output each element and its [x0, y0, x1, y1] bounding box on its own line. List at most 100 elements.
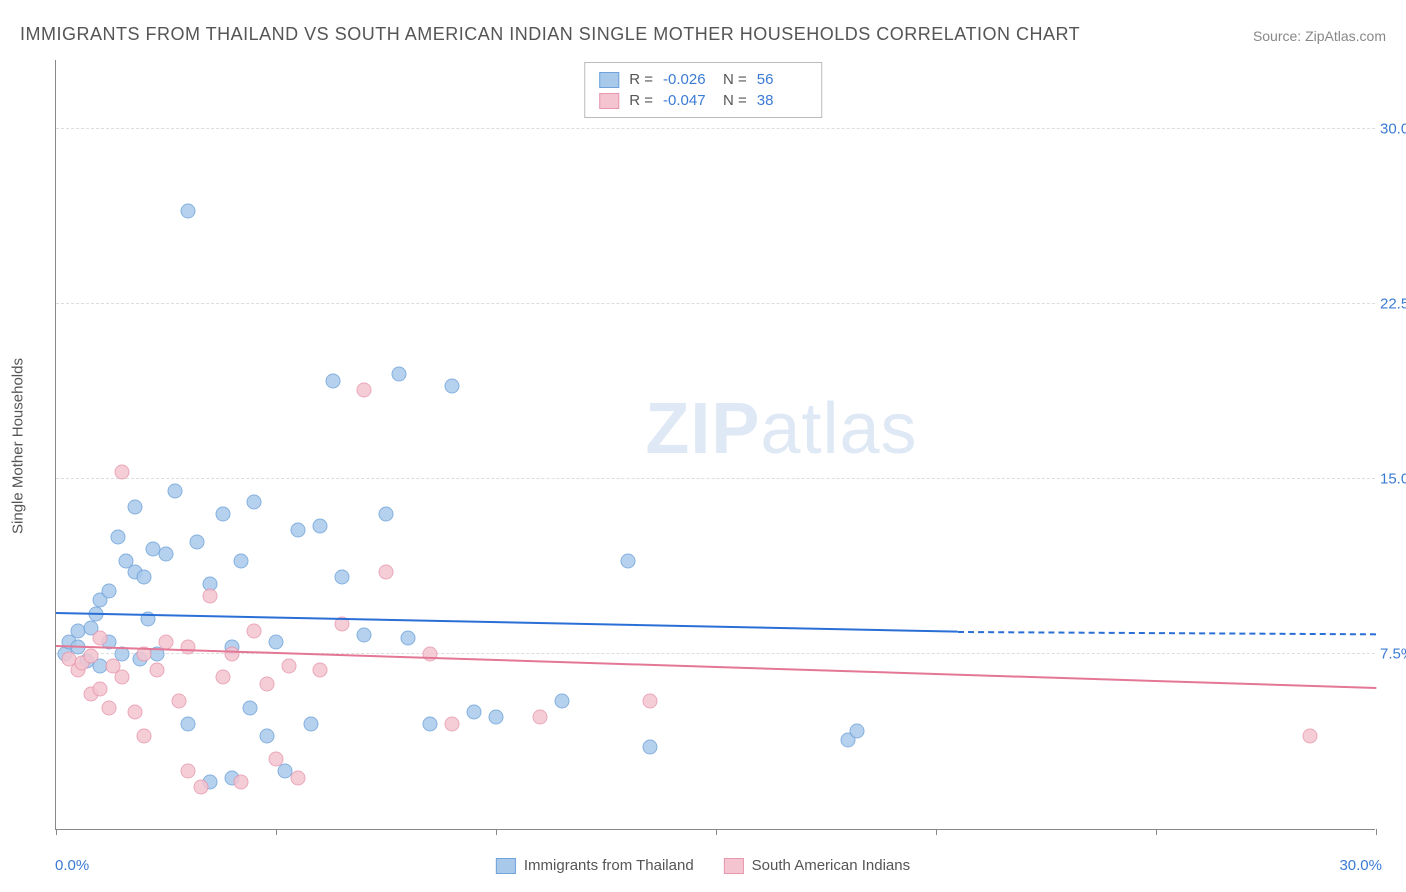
- stats-legend-box: R = -0.026 N = 56 R = -0.047 N = 38: [584, 62, 822, 118]
- scatter-point: [225, 647, 240, 662]
- legend-swatch: [724, 858, 744, 874]
- x-tick: [496, 829, 497, 835]
- scatter-point: [181, 717, 196, 732]
- scatter-point: [357, 383, 372, 398]
- scatter-point: [357, 628, 372, 643]
- scatter-point: [128, 500, 143, 515]
- scatter-point: [216, 670, 231, 685]
- scatter-point: [1303, 728, 1318, 743]
- scatter-point: [128, 705, 143, 720]
- chart-title: IMMIGRANTS FROM THAILAND VS SOUTH AMERIC…: [20, 24, 1080, 45]
- scatter-point: [643, 740, 658, 755]
- scatter-point: [445, 717, 460, 732]
- legend-swatch: [599, 72, 619, 88]
- scatter-point: [242, 700, 257, 715]
- gridline-horizontal: [56, 128, 1375, 129]
- scatter-point: [93, 630, 108, 645]
- scatter-point: [167, 483, 182, 498]
- stats-legend-row: R = -0.026 N = 56: [599, 69, 807, 90]
- y-tick-label: 30.0%: [1380, 121, 1406, 138]
- scatter-point: [335, 570, 350, 585]
- scatter-point: [115, 465, 130, 480]
- watermark-text: ZIPatlas: [645, 388, 917, 470]
- legend-swatch: [496, 858, 516, 874]
- scatter-point: [445, 378, 460, 393]
- stat-n-label: N =: [723, 71, 747, 88]
- watermark-rest: atlas: [760, 389, 917, 469]
- scatter-point: [467, 705, 482, 720]
- stat-r-value: -0.026: [663, 71, 713, 88]
- y-tick-label: 15.0%: [1380, 471, 1406, 488]
- scatter-point: [181, 640, 196, 655]
- x-tick: [1376, 829, 1377, 835]
- legend-label: Immigrants from Thailand: [524, 857, 694, 874]
- trend-line: [56, 645, 1376, 689]
- scatter-point: [216, 507, 231, 522]
- scatter-point: [181, 763, 196, 778]
- scatter-point: [260, 728, 275, 743]
- scatter-point: [326, 374, 341, 389]
- scatter-point: [282, 658, 297, 673]
- scatter-point: [643, 693, 658, 708]
- trend-line-extrapolated: [958, 631, 1376, 635]
- watermark-bold: ZIP: [645, 389, 760, 469]
- scatter-point: [172, 693, 187, 708]
- stat-r-value: -0.047: [663, 92, 713, 109]
- scatter-point: [233, 775, 248, 790]
- x-axis-max-label: 30.0%: [1339, 857, 1382, 874]
- scatter-point: [203, 588, 218, 603]
- x-tick: [276, 829, 277, 835]
- scatter-point: [247, 623, 262, 638]
- scatter-point: [533, 710, 548, 725]
- trend-line: [56, 612, 958, 633]
- scatter-point: [555, 693, 570, 708]
- stat-n-value: 38: [757, 92, 807, 109]
- y-tick-label: 7.5%: [1380, 646, 1406, 663]
- scatter-point: [392, 367, 407, 382]
- scatter-point: [101, 700, 116, 715]
- scatter-point: [150, 663, 165, 678]
- scatter-point: [849, 724, 864, 739]
- y-tick-label: 22.5%: [1380, 296, 1406, 313]
- scatter-point: [423, 717, 438, 732]
- x-tick: [716, 829, 717, 835]
- scatter-point: [84, 649, 99, 664]
- scatter-point: [110, 530, 125, 545]
- legend-item: Immigrants from Thailand: [496, 857, 694, 874]
- stat-n-value: 56: [757, 71, 807, 88]
- stats-legend-row: R = -0.047 N = 38: [599, 90, 807, 111]
- scatter-point: [269, 635, 284, 650]
- scatter-point: [291, 523, 306, 538]
- scatter-point: [189, 535, 204, 550]
- scatter-point: [137, 570, 152, 585]
- x-tick: [936, 829, 937, 835]
- scatter-point: [291, 770, 306, 785]
- scatter-point: [247, 495, 262, 510]
- scatter-point: [115, 670, 130, 685]
- gridline-horizontal: [56, 478, 1375, 479]
- stat-r-label: R =: [629, 71, 653, 88]
- scatter-point: [304, 717, 319, 732]
- source-attribution: Source: ZipAtlas.com: [1253, 28, 1386, 44]
- scatter-point: [379, 565, 394, 580]
- scatter-point: [313, 663, 328, 678]
- legend-label: South American Indians: [752, 857, 910, 874]
- stat-r-label: R =: [629, 92, 653, 109]
- series-legend: Immigrants from Thailand South American I…: [496, 857, 910, 874]
- legend-item: South American Indians: [724, 857, 910, 874]
- x-tick: [1156, 829, 1157, 835]
- x-axis-min-label: 0.0%: [55, 857, 89, 874]
- stat-n-label: N =: [723, 92, 747, 109]
- scatter-point: [489, 710, 504, 725]
- scatter-plot-area: ZIPatlas 7.5%15.0%22.5%30.0%: [55, 60, 1375, 830]
- scatter-point: [269, 752, 284, 767]
- scatter-point: [137, 728, 152, 743]
- x-tick: [56, 829, 57, 835]
- scatter-point: [101, 584, 116, 599]
- scatter-point: [379, 507, 394, 522]
- y-axis-title: Single Mother Households: [10, 358, 27, 534]
- gridline-horizontal: [56, 303, 1375, 304]
- scatter-point: [423, 647, 438, 662]
- scatter-point: [313, 518, 328, 533]
- scatter-point: [621, 553, 636, 568]
